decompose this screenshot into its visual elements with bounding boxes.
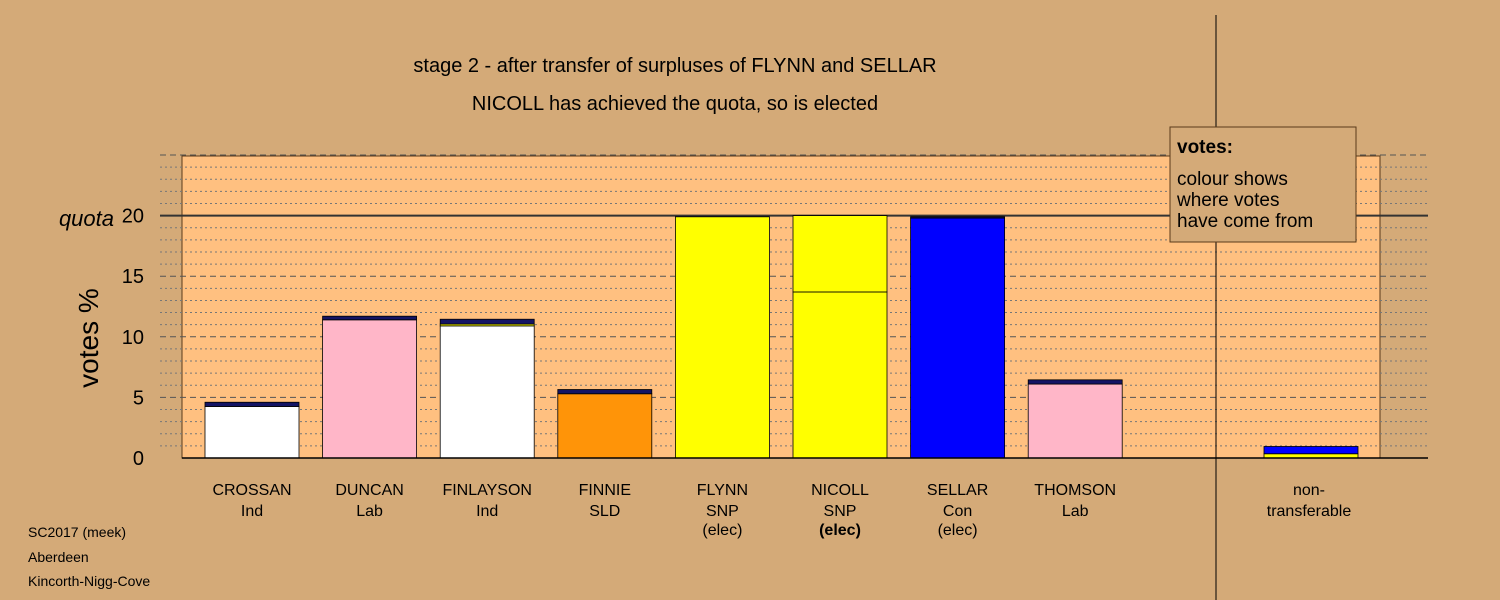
bar-segment-flynn xyxy=(675,216,770,459)
y-tick-labels: 0 5 10 15 20 xyxy=(122,206,144,470)
candidate-party: SLD xyxy=(589,503,620,520)
candidate-name: FINNIE xyxy=(579,482,631,499)
bar-segment-finlayson xyxy=(439,325,535,459)
candidate-party: Lab xyxy=(1062,503,1089,520)
bar-segment-duncan xyxy=(322,315,418,321)
quota-label: quota xyxy=(59,206,114,231)
y-tick-label: 10 xyxy=(122,327,144,349)
bar-segment-non-transferable xyxy=(1263,446,1359,455)
legend: votes: colour shows where votes have com… xyxy=(1169,126,1357,243)
legend-line-3: have come from xyxy=(1177,211,1313,232)
candidate-name: DUNCAN xyxy=(335,482,403,499)
candidate-party: Ind xyxy=(476,503,498,520)
non-transferable-label-line1: non- xyxy=(1293,482,1325,499)
non-transferable-label-line2: transferable xyxy=(1267,503,1352,520)
y-tick-label: 0 xyxy=(133,448,144,470)
candidate-elected: (elec) xyxy=(819,522,861,539)
bar-segment-finnie xyxy=(557,393,653,459)
bar-segment-sellar xyxy=(910,216,1005,219)
bar-segment-sellar xyxy=(910,217,1005,459)
bar-segment-nicoll xyxy=(792,291,888,459)
bars xyxy=(204,215,1359,459)
chart-title: stage 2 - after transfer of surpluses of… xyxy=(413,55,936,77)
bar-segment-crossan xyxy=(204,401,300,407)
candidate-party: Ind xyxy=(241,503,263,520)
candidate-elected: (elec) xyxy=(702,522,742,539)
candidate-elected: (elec) xyxy=(938,522,978,539)
legend-line-1: colour shows xyxy=(1177,169,1288,190)
footer-line-3: Kincorth-Nigg-Cove xyxy=(28,573,150,589)
candidate-party: SNP xyxy=(706,503,739,520)
y-tick-label: 20 xyxy=(122,206,144,228)
candidate-party: Lab xyxy=(356,503,383,520)
candidate-name: NICOLL xyxy=(811,482,869,499)
legend-line-2: where votes xyxy=(1176,190,1279,211)
candidate-name: SELLAR xyxy=(927,482,988,499)
legend-title: votes: xyxy=(1177,137,1233,158)
footer-line-2: Aberdeen xyxy=(28,549,89,565)
bar-segment-nicoll xyxy=(792,215,888,293)
y-tick-label: 5 xyxy=(133,387,144,409)
legend-box xyxy=(1169,126,1357,243)
bar-segment-duncan xyxy=(322,319,418,459)
candidate-labels: CROSSAN Ind DUNCAN Lab FINLAYSON Ind FINNIE SLD… xyxy=(212,482,1116,539)
candidate-party: Con xyxy=(943,503,972,520)
bar-segment-finnie xyxy=(557,389,653,395)
bar-segment-thomson xyxy=(1027,383,1123,459)
bar-segment-finlayson xyxy=(439,318,535,325)
chart-subtitle: NICOLL has achieved the quota, so is ele… xyxy=(472,93,878,115)
bar-segment-crossan xyxy=(204,406,300,459)
y-tick-label: 15 xyxy=(122,266,144,288)
candidate-name: FINLAYSON xyxy=(442,482,532,499)
candidate-name: FLYNN xyxy=(697,482,748,499)
y-axis-label: votes % xyxy=(73,288,104,388)
bar-segment-thomson xyxy=(1027,379,1123,385)
candidate-party: SNP xyxy=(824,503,857,520)
candidate-name: THOMSON xyxy=(1034,482,1116,499)
candidate-name: CROSSAN xyxy=(212,482,291,499)
footer-line-1: SC2017 (meek) xyxy=(28,524,126,540)
